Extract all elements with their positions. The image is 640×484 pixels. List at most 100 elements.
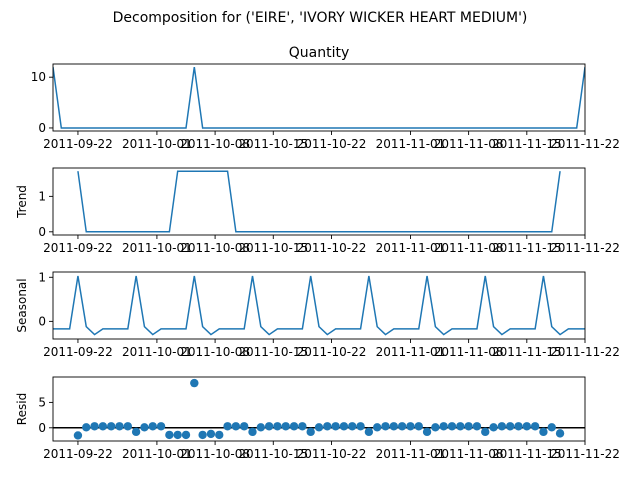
resid-point: [397, 422, 407, 431]
y-tick-label: 1: [38, 189, 46, 203]
x-tick-label: 2011-10-22: [297, 137, 367, 151]
x-tick-label: 2011-10-08: [180, 345, 250, 359]
x-tick-label: 2011-11-08: [434, 137, 504, 151]
resid-point: [264, 422, 274, 431]
x-tick-label: 2011-11-08: [434, 345, 504, 359]
resid-point: [447, 422, 457, 431]
resid-point: [256, 423, 266, 432]
resid-point: [156, 422, 166, 431]
resid-point: [431, 423, 440, 432]
resid-point: [514, 422, 523, 431]
y-tick-label: 0: [38, 314, 46, 328]
x-tick-label: 2011-10-08: [180, 137, 250, 151]
y-axis-label: Trend: [15, 185, 29, 219]
plot-area-3: [53, 275, 585, 336]
x-tick-label: 2011-09-22: [43, 241, 113, 255]
resid-point: [206, 429, 216, 439]
series-line-2: [77, 170, 561, 233]
figure-suptitle: Decomposition for ('EIRE', 'IVORY WICKER…: [113, 10, 528, 26]
resid-point: [198, 430, 207, 440]
x-tick-label: 2011-10-22: [297, 345, 367, 359]
y-tick-label: 0: [38, 421, 46, 435]
resid-point: [82, 423, 91, 432]
resid-point: [173, 430, 182, 440]
resid-point: [239, 422, 249, 431]
resid-point: [331, 422, 340, 431]
x-tick-label: 2011-11-15: [492, 137, 562, 151]
resid-point: [131, 427, 141, 437]
resid-point: [90, 422, 99, 431]
resid-point: [215, 430, 224, 440]
resid-point: [306, 427, 315, 437]
resid-point: [381, 422, 390, 431]
resid-point: [472, 422, 482, 431]
resid-point: [356, 422, 365, 431]
x-tick-label: 2011-10-01: [122, 345, 192, 359]
x-tick-label: 2011-10-15: [238, 345, 308, 359]
x-tick-label: 2011-10-08: [180, 241, 250, 255]
resid-point: [406, 422, 415, 431]
x-tick-label: 2011-10-01: [122, 137, 192, 151]
x-tick-label: 2011-11-01: [376, 447, 446, 461]
resid-point: [497, 422, 507, 431]
y-tick-label: 0: [38, 121, 46, 135]
axes-frame-1: [52, 63, 586, 132]
x-tick-label: 2011-09-22: [43, 447, 113, 461]
resid-point: [372, 423, 382, 432]
resid-point: [289, 422, 299, 431]
resid-point: [348, 422, 357, 431]
resid-point: [522, 422, 532, 431]
resid-point: [98, 422, 108, 431]
series-line-3: [53, 275, 585, 336]
resid-point: [123, 422, 133, 431]
y-tick-label: 5: [38, 395, 46, 409]
resid-point: [231, 422, 241, 431]
x-tick-label: 2011-11-15: [492, 447, 562, 461]
plot-area-1: [53, 66, 585, 129]
y-tick-label: 0: [38, 225, 46, 239]
axes-frame-4: [52, 376, 586, 442]
resid-point: [314, 423, 324, 432]
resid-point: [364, 427, 374, 437]
x-tick-label: 2011-11-01: [376, 345, 446, 359]
x-tick-label: 2011-10-22: [297, 241, 367, 255]
x-tick-label: 2011-10-01: [122, 447, 192, 461]
resid-point: [190, 378, 199, 388]
x-tick-label: 2011-11-22: [550, 447, 620, 461]
resid-point: [248, 427, 257, 437]
x-tick-label: 2011-09-22: [43, 137, 113, 151]
y-tick-label: 1: [38, 270, 46, 284]
x-tick-label: 2011-11-08: [434, 447, 504, 461]
x-tick-label: 2011-11-08: [434, 241, 504, 255]
y-axis-label: Seasonal: [15, 278, 29, 332]
x-tick-label: 2011-10-15: [238, 137, 308, 151]
resid-point: [165, 430, 174, 440]
resid-point: [389, 422, 399, 431]
resid-point: [422, 427, 432, 437]
resid-point: [505, 422, 515, 431]
panel-4: 0 5 2011-09-22 2011-10-012011-10-082011-10-…: [15, 376, 620, 461]
resid-point: [115, 422, 124, 431]
resid-point: [148, 422, 157, 431]
resid-point: [273, 422, 282, 431]
x-tick-label: 2011-10-01: [122, 241, 192, 255]
resid-point: [539, 427, 548, 437]
x-tick-label: 2011-10-08: [180, 447, 250, 461]
resid-point: [73, 431, 83, 440]
resid-point: [281, 422, 290, 431]
x-tick-label: 2011-11-15: [492, 345, 562, 359]
x-tick-label: 2011-10-15: [238, 447, 308, 461]
x-tick-label: 2011-11-01: [376, 241, 446, 255]
x-tick-label: 2011-10-15: [238, 241, 308, 255]
x-tick-label: 2011-09-22: [43, 345, 113, 359]
resid-point: [547, 423, 556, 432]
axes-frame-2: [52, 167, 586, 236]
x-tick-label: 2011-11-22: [550, 345, 620, 359]
y-axis-label: Resid: [15, 393, 29, 425]
resid-point: [414, 422, 423, 431]
y-tick-label: 10: [31, 70, 46, 84]
resid-point: [323, 422, 332, 431]
